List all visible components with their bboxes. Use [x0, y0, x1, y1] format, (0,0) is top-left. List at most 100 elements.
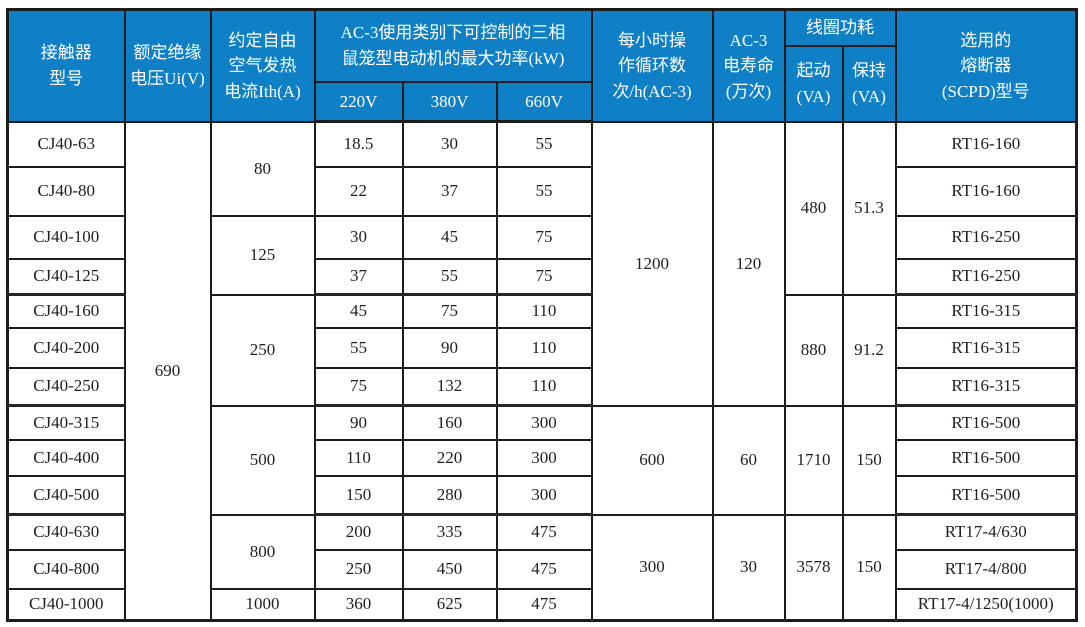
cell-model: CJ40-100: [6, 214, 126, 260]
cell-thermal-current: 1000: [209, 587, 316, 622]
cell-p660: 475: [495, 548, 593, 590]
table-row: CJ40-800 250 450 475 RT17-4/800: [6, 548, 1078, 590]
cell-p660: 475: [495, 513, 593, 551]
cell-thermal-current: 800: [209, 513, 316, 590]
cell-p220: 45: [313, 293, 404, 329]
cell-p660: 300: [495, 474, 593, 516]
table-body: CJ40-63 690 80 18.5 30 55 1200 120 480 5…: [6, 120, 1078, 622]
cell-model: CJ40-500: [6, 474, 126, 516]
cell-p220: 37: [313, 257, 404, 296]
header-thermal-current: 约定自由 空气发热 电流Ith(A): [209, 8, 316, 123]
cell-p220: 360: [313, 587, 404, 622]
cell-model: CJ40-160: [6, 293, 126, 329]
cell-p220: 22: [313, 165, 404, 217]
header-electrical-life: AC-3 电寿命 (万次): [711, 8, 786, 123]
table-row: CJ40-400 110 220 300 RT16-500: [6, 438, 1078, 477]
cell-p660: 75: [495, 257, 593, 296]
cell-p660: 55: [495, 120, 593, 168]
table-header: 接触器 型号 额定绝缘 电压Ui(V) 约定自由 空气发热 电流Ith(A) A…: [6, 8, 1078, 123]
header-coil-hold: 保持 (VA): [841, 44, 897, 123]
cell-p380: 625: [401, 587, 498, 622]
table-row: CJ40-500 150 280 300 RT16-500: [6, 474, 1078, 516]
cell-rated-voltage: 690: [123, 120, 212, 622]
table-row: CJ40-1000 1000 360 625 475 RT17-4/1250(1…: [6, 587, 1078, 622]
table-row: CJ40-315 500 90 160 300 600 60 1710 150 …: [6, 404, 1078, 516]
cell-thermal-current: 250: [209, 293, 316, 407]
cell-model: CJ40-800: [6, 548, 126, 590]
cell-p380: 37: [401, 165, 498, 217]
cell-thermal-current: 500: [209, 404, 316, 516]
cell-fuse: RT16-500: [894, 404, 1078, 441]
table-row: CJ40-250 75 132 110 RT16-315: [6, 366, 1078, 407]
cell-p660: 475: [495, 587, 593, 622]
cell-model: CJ40-80: [6, 165, 126, 217]
cell-fuse: RT17-4/800: [894, 548, 1078, 590]
cell-p660: 300: [495, 438, 593, 477]
cell-model: CJ40-200: [6, 326, 126, 369]
contactor-spec-table: 接触器 型号 额定绝缘 电压Ui(V) 约定自由 空气发热 电流Ith(A) A…: [6, 8, 1079, 622]
cell-p380: 450: [401, 548, 498, 590]
cell-thermal-current: 80: [209, 120, 316, 217]
cell-life: 120: [711, 120, 786, 407]
cell-p220: 110: [313, 438, 404, 477]
cell-p660: 110: [495, 293, 593, 329]
cell-p220: 75: [313, 366, 404, 407]
cell-cycles: 300: [590, 513, 714, 622]
cell-model: CJ40-630: [6, 513, 126, 551]
header-model: 接触器 型号: [6, 8, 126, 123]
cell-fuse: RT16-160: [894, 165, 1078, 217]
cell-life: 60: [711, 404, 786, 516]
cell-coil-start: 1710: [783, 404, 844, 516]
cell-thermal-current: 125: [209, 214, 316, 296]
cell-fuse: RT16-250: [894, 214, 1078, 260]
cell-cycles: 600: [590, 404, 714, 516]
header-220v: 220V: [313, 80, 404, 123]
cell-p220: 30: [313, 214, 404, 260]
table-row: CJ40-200 55 90 110 RT16-315: [6, 326, 1078, 369]
cell-p660: 55: [495, 165, 593, 217]
cell-fuse: RT16-500: [894, 474, 1078, 516]
cell-fuse: RT17-4/630: [894, 513, 1078, 551]
cell-fuse: RT16-315: [894, 326, 1078, 369]
cell-model: CJ40-250: [6, 366, 126, 407]
cell-fuse: RT16-250: [894, 257, 1078, 296]
cell-fuse: RT16-315: [894, 366, 1078, 407]
cell-p380: 90: [401, 326, 498, 369]
cell-model: CJ40-125: [6, 257, 126, 296]
header-660v: 660V: [495, 80, 593, 123]
header-rated-voltage: 额定绝缘 电压Ui(V): [123, 8, 212, 123]
cell-fuse: RT17-4/1250(1000): [894, 587, 1078, 622]
cell-p380: 75: [401, 293, 498, 329]
cell-model: CJ40-315: [6, 404, 126, 441]
header-cycles-per-hour: 每小时操 作循环数 次/h(AC-3): [590, 8, 714, 123]
cell-fuse: RT16-160: [894, 120, 1078, 168]
cell-model: CJ40-1000: [6, 587, 126, 622]
header-380v: 380V: [401, 80, 498, 123]
cell-p380: 220: [401, 438, 498, 477]
cell-p220: 250: [313, 548, 404, 590]
cell-p220: 150: [313, 474, 404, 516]
cell-p220: 200: [313, 513, 404, 551]
cell-model: CJ40-400: [6, 438, 126, 477]
cell-p380: 280: [401, 474, 498, 516]
cell-coil-hold: 150: [841, 404, 897, 516]
cell-life: 30: [711, 513, 786, 622]
table-row: CJ40-100 125 30 45 75 RT16-250: [6, 214, 1078, 296]
table-row: CJ40-63 690 80 18.5 30 55 1200 120 480 5…: [6, 120, 1078, 622]
cell-coil-start: 3578: [783, 513, 844, 622]
cell-p660: 300: [495, 404, 593, 441]
cell-p380: 55: [401, 257, 498, 296]
cell-fuse: RT16-315: [894, 293, 1078, 329]
cell-p660: 110: [495, 326, 593, 369]
table-row: CJ40-160 250 45 75 110 880 91.2 RT16-315: [6, 293, 1078, 407]
cell-p380: 30: [401, 120, 498, 168]
cell-coil-start: 880: [783, 293, 844, 407]
cell-p220: 90: [313, 404, 404, 441]
header-coil-power: 线圈功耗: [783, 8, 897, 47]
cell-p380: 160: [401, 404, 498, 441]
cell-p220: 55: [313, 326, 404, 369]
cell-p220: 18.5: [313, 120, 404, 168]
table-row: CJ40-80 22 37 55 RT16-160: [6, 165, 1078, 217]
cell-p660: 110: [495, 366, 593, 407]
